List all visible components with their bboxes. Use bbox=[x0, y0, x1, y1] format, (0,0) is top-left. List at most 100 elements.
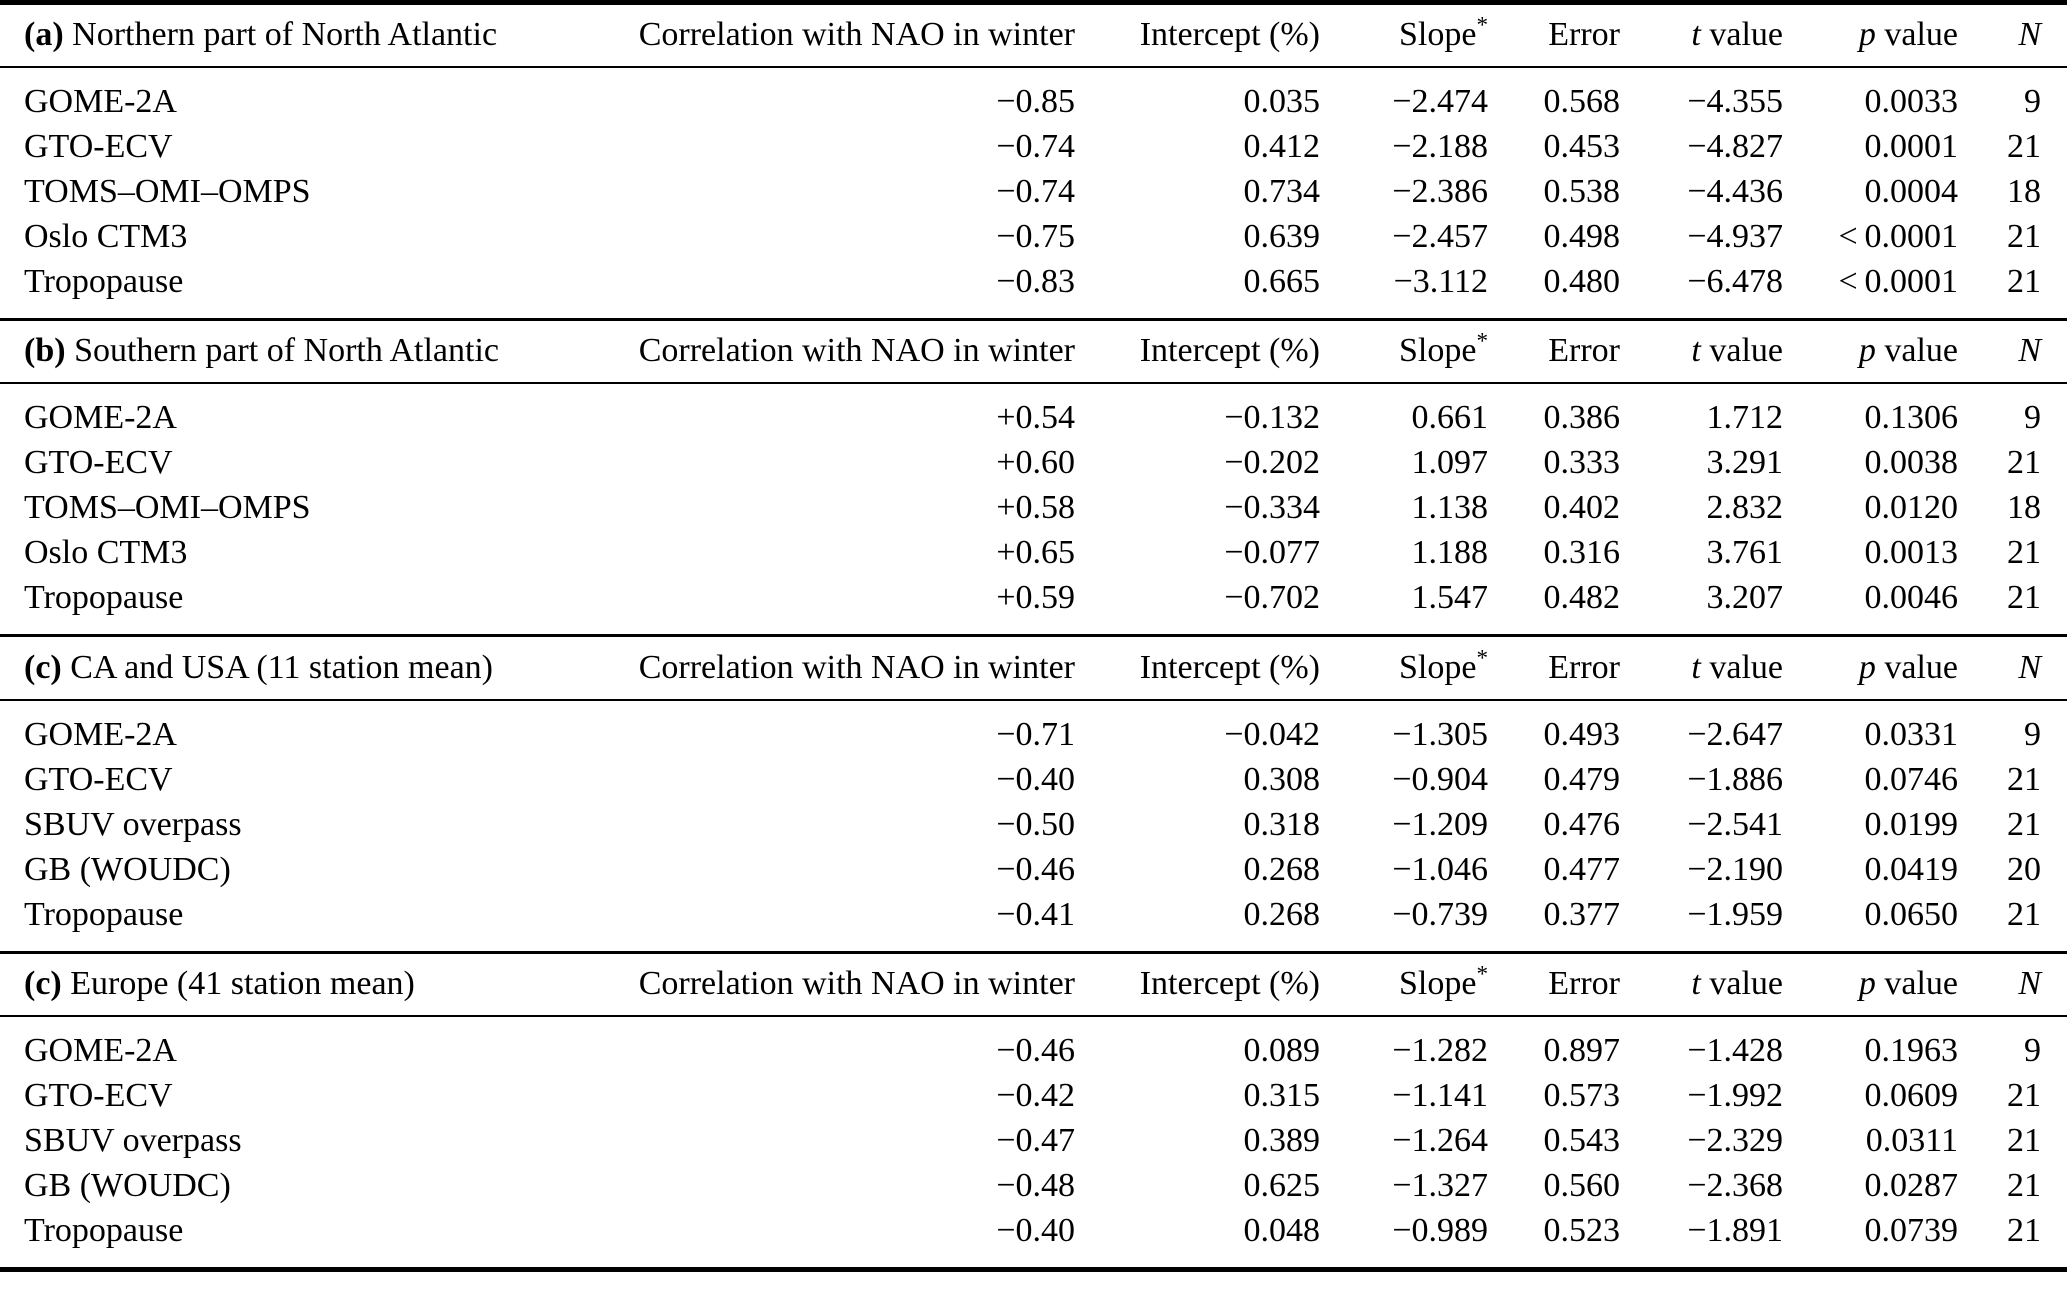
table-section-2: (c) CA and USA (11 station mean) Correlat… bbox=[0, 634, 2067, 953]
cell-t-value: 3.291 bbox=[1706, 444, 1784, 481]
table-row: TOMS–OMI–OMPS −0.74 0.734 −2.386 0.538 −4.436… bbox=[0, 169, 2067, 214]
p-value-text: value bbox=[1875, 648, 1958, 686]
cell-p-value: 0.1306 bbox=[1864, 399, 1959, 436]
cell-n: 21 bbox=[2007, 1077, 2041, 1114]
cell-correlation: −0.46 bbox=[996, 850, 1075, 888]
section-title: (c) Europe (41 station mean) bbox=[0, 950, 600, 1017]
cell-t-value: 3.761 bbox=[1706, 534, 1784, 571]
cell-intercept: 0.625 bbox=[1243, 1167, 1321, 1204]
cell-p-value: 0.0609 bbox=[1864, 1077, 1959, 1114]
cell-error: 0.568 bbox=[1543, 82, 1621, 120]
col-header-t-value: t value bbox=[1620, 950, 1783, 1017]
table-row: Tropopause −0.40 0.048 −0.989 0.523 −1.891 0.0… bbox=[0, 1208, 2067, 1272]
cell-t-value: −1.886 bbox=[1687, 760, 1783, 798]
t-symbol: t bbox=[1691, 332, 1701, 370]
cell-n: 9 bbox=[2024, 1032, 2041, 1069]
cell-correlation: +0.60 bbox=[996, 444, 1075, 481]
t-value-text: value bbox=[1700, 332, 1783, 370]
cell-correlation: −0.71 bbox=[996, 715, 1075, 753]
slope-asterisk: * bbox=[1476, 12, 1488, 39]
cell-n: 9 bbox=[2024, 82, 2041, 120]
table-row: GOME-2A −0.71 −0.042 −1.305 0.493 −2.647 0.033… bbox=[0, 700, 2067, 757]
cell-intercept: −0.077 bbox=[1224, 534, 1320, 571]
table-section-0: (a) Northern part of North Atlantic Corre… bbox=[0, 0, 2067, 320]
cell-correlation: −0.74 bbox=[996, 172, 1075, 210]
cell-t-value: −4.436 bbox=[1687, 172, 1783, 210]
row-label: Tropopause bbox=[0, 1208, 600, 1272]
cell-intercept: 0.389 bbox=[1243, 1122, 1321, 1159]
section-header-row: (a) Northern part of North Atlantic Corre… bbox=[0, 0, 2067, 68]
slope-asterisk: * bbox=[1476, 961, 1488, 988]
cell-p-value: 0.0311 bbox=[1865, 1122, 1958, 1159]
cell-intercept: −0.702 bbox=[1224, 579, 1320, 616]
cell-t-value: −2.190 bbox=[1687, 850, 1783, 888]
table-row: Oslo CTM3 +0.65 −0.077 1.188 0.316 3.761 0.001… bbox=[0, 530, 2067, 575]
cell-n: 20 bbox=[2007, 850, 2041, 888]
table-row: Tropopause +0.59 −0.702 1.547 0.482 3.207 0.00… bbox=[0, 575, 2067, 636]
table-row: SBUV overpass −0.47 0.389 −1.264 0.543 −2.329… bbox=[0, 1118, 2067, 1163]
cell-slope: −2.386 bbox=[1392, 172, 1488, 210]
n-symbol: N bbox=[2018, 16, 2041, 54]
section-title-text: Northern part of North Atlantic bbox=[63, 16, 498, 54]
col-header-intercept: Intercept (%) bbox=[1075, 317, 1320, 384]
col-header-n: N bbox=[1958, 950, 2067, 1017]
cell-slope: −1.209 bbox=[1392, 805, 1488, 843]
table-section-1: (b) Southern part of North Atlantic Corre… bbox=[0, 317, 2067, 636]
cell-t-value: −2.541 bbox=[1687, 805, 1783, 843]
col-header-slope: Slope* bbox=[1320, 634, 1488, 701]
col-header-n: N bbox=[1958, 0, 2067, 68]
cell-slope: 0.661 bbox=[1411, 399, 1489, 436]
table-row: Oslo CTM3 −0.75 0.639 −2.457 0.498 −4.937 < 0.… bbox=[0, 214, 2067, 259]
row-label: GOME-2A bbox=[24, 82, 177, 120]
cell-slope: −2.457 bbox=[1392, 217, 1488, 255]
cell-error: 0.482 bbox=[1543, 579, 1621, 616]
cell-error: 0.493 bbox=[1543, 715, 1621, 753]
cell-correlation: −0.40 bbox=[600, 1208, 1075, 1272]
table-row: GOME-2A −0.46 0.089 −1.282 0.897 −1.428 0.1963… bbox=[0, 1016, 2067, 1073]
section-header-row: (b) Southern part of North Atlantic Corre… bbox=[0, 317, 2067, 384]
t-value-text: value bbox=[1700, 648, 1783, 686]
cell-correlation: +0.59 bbox=[996, 579, 1075, 616]
cell-intercept: 0.268 bbox=[1243, 850, 1321, 888]
cell-t-value: −1.891 bbox=[1620, 1208, 1783, 1272]
col-header-intercept: Intercept (%) bbox=[1075, 0, 1320, 68]
cell-p-value: 0.0038 bbox=[1864, 444, 1959, 481]
cell-correlation: −0.47 bbox=[996, 1122, 1075, 1159]
row-label: GTO-ECV bbox=[24, 1077, 173, 1114]
cell-error: 0.476 bbox=[1543, 805, 1621, 843]
cell-slope: −1.282 bbox=[1392, 1032, 1488, 1069]
cell-p-value: 0.0033 bbox=[1864, 82, 1959, 120]
cell-correlation: +0.65 bbox=[996, 534, 1075, 571]
row-label: Oslo CTM3 bbox=[24, 217, 188, 255]
cell-error: 0.523 bbox=[1488, 1208, 1620, 1272]
section-title: (b) Southern part of North Atlantic bbox=[0, 317, 600, 384]
table-row: SBUV overpass −0.50 0.318 −1.209 0.476 −2.541… bbox=[0, 802, 2067, 847]
row-label: GB (WOUDC) bbox=[24, 850, 231, 888]
cell-error: 0.402 bbox=[1543, 489, 1621, 526]
n-symbol: N bbox=[2018, 332, 2041, 370]
cell-n: 9 bbox=[2024, 399, 2041, 436]
p-value-text: value bbox=[1875, 16, 1958, 54]
col-header-intercept: Intercept (%) bbox=[1075, 634, 1320, 701]
cell-n: 18 bbox=[2007, 489, 2041, 526]
cell-t-value: 3.207 bbox=[1706, 579, 1784, 616]
cell-p-value: 0.0287 bbox=[1864, 1167, 1959, 1204]
row-label: GTO-ECV bbox=[24, 127, 173, 165]
col-header-error: Error bbox=[1488, 950, 1620, 1017]
row-label: GOME-2A bbox=[24, 715, 177, 753]
cell-correlation: +0.54 bbox=[996, 399, 1075, 436]
cell-error: 0.538 bbox=[1543, 172, 1621, 210]
slope-label-text: Slope bbox=[1398, 648, 1477, 686]
cell-p-value: 0.1963 bbox=[1864, 1032, 1959, 1069]
cell-intercept: 0.734 bbox=[1243, 172, 1321, 210]
cell-t-value: −4.355 bbox=[1687, 82, 1783, 120]
cell-n: 21 bbox=[2007, 534, 2041, 571]
cell-slope: −0.904 bbox=[1392, 760, 1488, 798]
section-tag: (b) bbox=[24, 332, 66, 370]
cell-slope: 1.547 bbox=[1411, 579, 1489, 616]
row-label: Oslo CTM3 bbox=[24, 534, 188, 571]
n-symbol: N bbox=[2018, 965, 2041, 1003]
col-header-slope: Slope* bbox=[1320, 317, 1488, 384]
col-header-intercept: Intercept (%) bbox=[1075, 950, 1320, 1017]
cell-intercept: −0.334 bbox=[1224, 489, 1320, 526]
